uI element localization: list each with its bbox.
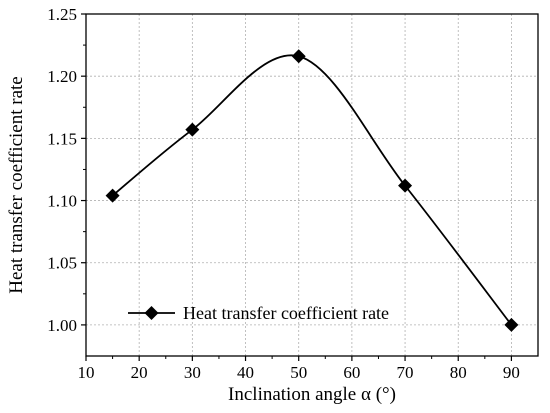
legend-label: Heat transfer coefficient rate — [183, 303, 389, 323]
x-tick-label: 90 — [503, 363, 520, 382]
x-tick-label: 30 — [184, 363, 201, 382]
axes: 10 20 30 40 50 60 70 80 90 1.00 1.05 1.10 1.15 1.20 1.… — [47, 5, 520, 382]
y-tick-label: 1.00 — [47, 316, 77, 335]
x-axis-label: Inclination angle α (°) — [228, 384, 396, 405]
x-tick-label: 50 — [290, 363, 307, 382]
data-point-diamond — [504, 317, 519, 332]
y-axis-label: Heat transfer coefficient rate — [6, 76, 27, 294]
x-tick-label: 60 — [343, 363, 360, 382]
y-tick-label: 1.05 — [47, 254, 77, 273]
y-tick-label: 1.20 — [47, 67, 77, 86]
x-tick-label: 10 — [78, 363, 95, 382]
legend: Heat transfer coefficient rate — [128, 303, 389, 323]
data-point-diamond — [185, 122, 200, 137]
grid — [86, 14, 538, 356]
data-point-diamond — [105, 188, 120, 203]
legend-marker-diamond — [144, 306, 159, 320]
x-tick-label: 70 — [397, 363, 414, 382]
data-point-diamond — [291, 49, 306, 64]
series-line — [112, 54, 513, 326]
plot-frame — [85, 13, 539, 357]
y-tick-label: 1.10 — [47, 192, 77, 211]
x-tick-label: 20 — [131, 363, 148, 382]
y-tick-label: 1.25 — [47, 5, 77, 24]
y-tick-label: 1.15 — [47, 129, 77, 148]
series-layer — [105, 49, 519, 332]
x-tick-label: 80 — [450, 363, 467, 382]
x-tick-label: 40 — [237, 363, 254, 382]
data-point-diamond — [398, 178, 413, 193]
